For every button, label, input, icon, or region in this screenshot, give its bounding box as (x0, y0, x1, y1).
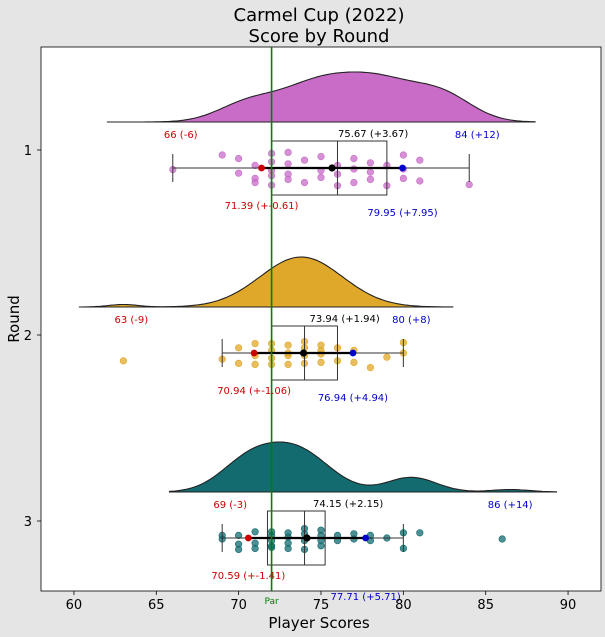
chart-marks: 75.67 (+3.67) 71.39 (+-0.61) 79.95 (+7.95)… (24, 47, 577, 613)
score-point-round-2 (350, 358, 358, 367)
score-point-round-3 (416, 529, 424, 537)
mean-label-round-1: 75.67 (+3.67) (338, 129, 408, 140)
score-point-round-2 (235, 344, 243, 352)
x-tick-label: 90 (560, 598, 577, 613)
score-point-round-1 (350, 155, 358, 163)
y-tick-label: 1 (24, 144, 32, 159)
score-point-round-1 (416, 156, 424, 164)
par-label: Par (264, 597, 279, 607)
high-sd-label-round-1: 79.95 (+7.95) (367, 208, 437, 219)
score-point-round-1 (317, 153, 325, 161)
score-point-round-2 (119, 357, 127, 365)
plot-area (40, 46, 602, 592)
mean-marker-round-1 (328, 164, 336, 172)
low-sd-marker-round-1 (258, 164, 265, 172)
y-tick-label: 2 (24, 329, 32, 344)
score-point-round-1 (300, 179, 309, 187)
low-sd-marker-round-3 (244, 534, 252, 542)
score-point-round-3 (235, 540, 243, 548)
score-point-round-2 (284, 360, 292, 369)
y-tick-label: 3 (24, 515, 32, 530)
score-point-round-1 (366, 159, 375, 167)
score-point-round-3 (350, 530, 358, 538)
score-point-round-1 (235, 155, 243, 163)
high-sd-marker-round-3 (362, 534, 370, 542)
x-tick-label: 60 (66, 598, 83, 613)
score-point-round-3 (251, 528, 259, 536)
score-point-round-1 (284, 170, 292, 178)
score-point-round-3 (284, 529, 292, 537)
high-sd-label-round-3: 77.71 (+5.71) (331, 592, 401, 603)
score-point-round-2 (251, 360, 259, 369)
score-point-round-1 (366, 168, 375, 176)
score-point-round-3 (251, 539, 259, 547)
score-point-round-1 (366, 175, 375, 183)
x-tick-label: 85 (477, 598, 494, 613)
mean-label-round-3: 74.15 (+2.15) (313, 499, 383, 510)
score-point-round-1 (284, 148, 292, 156)
score-point-round-1 (416, 177, 424, 185)
score-point-round-2 (317, 358, 325, 367)
min-label-round-2: 63 (-9) (115, 315, 149, 326)
high-sd-marker-round-2 (349, 349, 357, 357)
score-point-round-1 (251, 179, 259, 187)
x-tick-label: 80 (395, 598, 412, 613)
score-point-round-3 (317, 526, 325, 534)
score-point-round-1 (284, 160, 292, 168)
x-axis-label: Player Scores (268, 614, 369, 632)
score-point-round-3 (284, 539, 292, 547)
low-sd-label-round-3: 70.59 (+-1.41) (211, 571, 285, 582)
score-point-round-3 (498, 535, 506, 543)
score-point-round-3 (235, 531, 243, 540)
chart-subtitle: Score by Round (249, 26, 390, 47)
x-tick-label: 65 (148, 598, 165, 613)
density-cloud-round-2 (78, 256, 454, 308)
score-point-round-1 (235, 169, 243, 177)
score-point-round-2 (317, 341, 325, 349)
chart-title: Carmel Cup (2022) (234, 5, 405, 26)
low-sd-label-round-1: 71.39 (+-0.61) (225, 201, 299, 212)
score-point-round-1 (399, 174, 408, 182)
score-point-round-2 (366, 364, 375, 372)
x-tick-label: 70 (230, 598, 247, 613)
score-point-round-2 (251, 340, 259, 348)
density-cloud-round-1 (106, 71, 536, 123)
score-point-round-1 (317, 173, 325, 181)
mean-marker-round-3 (303, 534, 311, 542)
score-point-round-2 (383, 353, 391, 361)
score-point-round-1 (350, 179, 358, 187)
mean-label-round-2: 73.94 (+1.94) (310, 314, 380, 325)
min-label-round-3: 69 (-3) (213, 500, 247, 511)
score-point-round-1 (465, 181, 473, 189)
density-cloud-round-3 (168, 441, 558, 493)
max-label-round-1: 84 (+12) (455, 130, 500, 141)
score-point-round-1 (399, 151, 408, 159)
x-tick-label: 75 (313, 598, 330, 613)
max-label-round-2: 80 (+8) (392, 315, 431, 326)
high-sd-label-round-2: 76.94 (+4.94) (318, 393, 388, 404)
low-sd-marker-round-2 (250, 349, 258, 357)
y-axis-label: Round (5, 295, 23, 342)
score-point-round-2 (235, 359, 243, 368)
low-sd-label-round-2: 70.94 (+-1.06) (217, 386, 291, 397)
score-point-round-1 (218, 151, 226, 159)
score-point-round-2 (284, 341, 292, 349)
min-label-round-1: 66 (-6) (164, 130, 198, 141)
score-point-round-1 (251, 161, 259, 169)
mean-marker-round-2 (299, 349, 308, 357)
max-label-round-3: 86 (+14) (488, 500, 533, 511)
high-sd-marker-round-1 (399, 164, 406, 172)
score-point-round-1 (300, 156, 309, 164)
